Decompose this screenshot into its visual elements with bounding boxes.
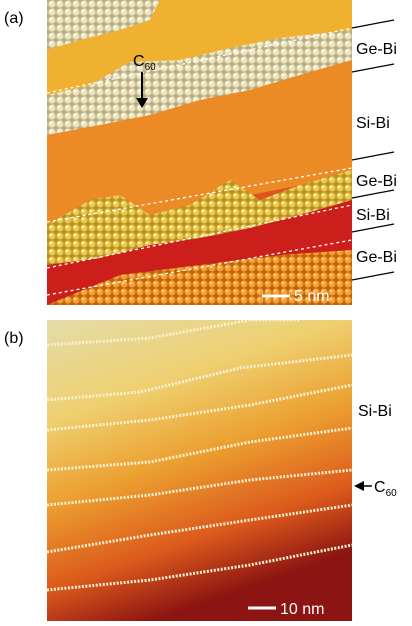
scale-label: 5 nm <box>294 288 330 305</box>
page: (a) C60 5 nm Ge-Bi Si-Bi Ge-Bi Si-Bi Ge-… <box>0 0 412 621</box>
stm-image-b <box>47 320 352 621</box>
figure: (a) C60 5 nm Ge-Bi Si-Bi Ge-Bi Si-Bi Ge-… <box>0 0 412 621</box>
stm-image-a <box>47 0 352 305</box>
region-label: Si-Bi <box>356 207 390 224</box>
molecule-label: C60 <box>374 479 397 499</box>
region-label: Ge-Bi <box>356 41 397 58</box>
scale-label: 10 nm <box>280 601 324 618</box>
panel-label: (b) <box>4 330 24 347</box>
region-label: Si-Bi <box>358 403 392 420</box>
region-label: Ge-Bi <box>356 173 397 190</box>
region-label: Ge-Bi <box>356 249 397 266</box>
region-dividers <box>352 20 394 280</box>
region-label: Si-Bi <box>356 115 390 132</box>
panel-label: (a) <box>4 10 24 27</box>
arrow-head <box>354 481 364 491</box>
